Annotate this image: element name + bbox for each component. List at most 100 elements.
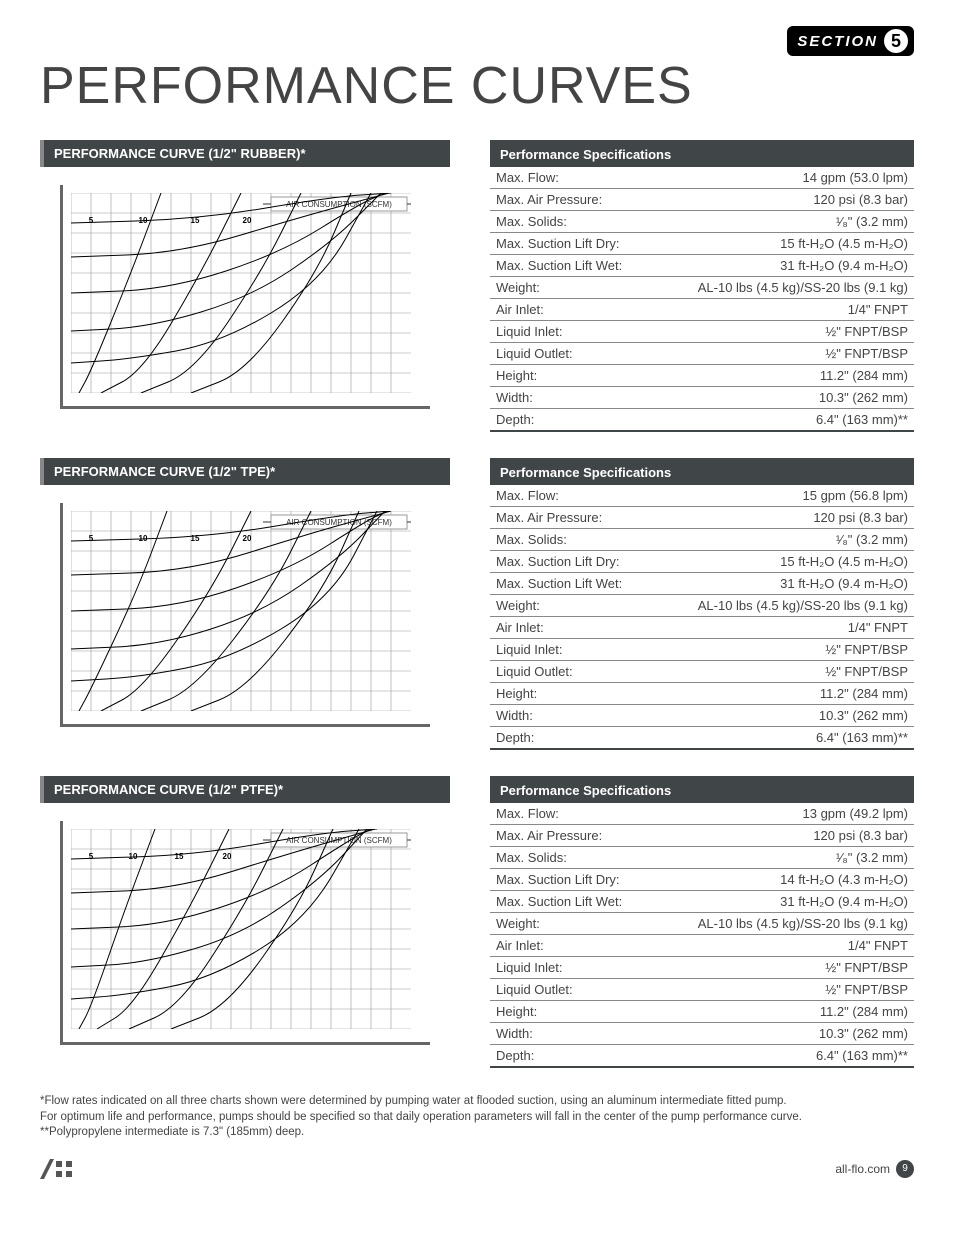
- spec-row: Liquid Outlet: ½" FNPT/BSP: [490, 979, 914, 1001]
- spec-label: Max. Solids:: [496, 850, 567, 865]
- svg-text:20: 20: [243, 534, 252, 543]
- performance-chart: AIR CONSUMPTION (SCFM)5101520: [60, 185, 430, 409]
- spec-row: Max. Flow: 14 gpm (53.0 lpm): [490, 167, 914, 189]
- spec-label: Width:: [496, 708, 533, 723]
- spec-row: Max. Flow: 13 gpm (49.2 lpm): [490, 803, 914, 825]
- spec-row: Max. Flow: 15 gpm (56.8 lpm): [490, 485, 914, 507]
- spec-label: Weight:: [496, 598, 540, 613]
- spec-label: Height:: [496, 1004, 537, 1019]
- spec-row: Height:11.2" (284 mm): [490, 365, 914, 387]
- spec-row: Air Inlet:1/4" FNPT: [490, 617, 914, 639]
- section-number: 5: [884, 29, 908, 53]
- spec-value: 13 gpm (49.2 lpm): [803, 806, 909, 821]
- curve-section: PERFORMANCE CURVE (1/2" TPE)* AIR CONSUMP…: [40, 458, 914, 750]
- spec-value: ½" FNPT/BSP: [825, 982, 908, 997]
- spec-value: 6.4" (163 mm)**: [816, 1048, 908, 1063]
- spec-label: Liquid Inlet:: [496, 324, 563, 339]
- spec-row: Depth:6.4" (163 mm)**: [490, 727, 914, 748]
- spec-label: Max. Suction Lift Dry:: [496, 236, 620, 251]
- spec-label: Weight:: [496, 280, 540, 295]
- spec-label: Air Inlet:: [496, 938, 544, 953]
- spec-table: Performance Specifications Max. Flow: 13 g…: [490, 776, 914, 1068]
- spec-label: Air Inlet:: [496, 620, 544, 635]
- spec-row: Max. Air Pressure: 120 psi (8.3 bar): [490, 825, 914, 847]
- page-footer: all-flo.com 9: [40, 1159, 914, 1179]
- spec-table: Performance Specifications Max. Flow: 15 g…: [490, 458, 914, 750]
- spec-label: Max. Flow:: [496, 806, 559, 821]
- spec-label: Max. Suction Lift Wet:: [496, 258, 622, 273]
- spec-row: Max. Suction Lift Wet:31 ft-H₂O (9.4 m-H…: [490, 255, 914, 277]
- spec-label: Liquid Outlet:: [496, 664, 573, 679]
- spec-row: Max. Air Pressure:120 psi (8.3 bar): [490, 189, 914, 211]
- page-number: 9: [896, 1160, 914, 1178]
- svg-text:20: 20: [223, 852, 232, 861]
- spec-row: Max. Suction Lift Wet:31 ft-H₂O (9.4 m-H…: [490, 891, 914, 913]
- spec-label: Width:: [496, 390, 533, 405]
- spec-value: 6.4" (163 mm)**: [816, 412, 908, 427]
- spec-row: Max. Suction Lift Wet:31 ft-H₂O (9.4 m-H…: [490, 573, 914, 595]
- spec-row: Depth: 6.4" (163 mm)**: [490, 1045, 914, 1066]
- spec-label: Width:: [496, 1026, 533, 1041]
- spec-table-title: Performance Specifications: [490, 778, 914, 803]
- spec-value: 15 ft-H₂O (4.5 m-H₂O): [780, 236, 908, 251]
- performance-chart: AIR CONSUMPTION (SCFM)5101520: [60, 821, 430, 1045]
- spec-label: Depth:: [496, 1048, 534, 1063]
- spec-value: 11.2" (284 mm): [820, 368, 908, 383]
- spec-value: ½" FNPT/BSP: [825, 642, 908, 657]
- page-title: PERFORMANCE CURVES: [40, 56, 914, 116]
- spec-label: Weight:: [496, 916, 540, 931]
- footnote-line: **Polypropylene intermediate is 7.3" (18…: [40, 1125, 914, 1141]
- spec-value: 11.2" (284 mm): [820, 1004, 908, 1019]
- spec-value: 120 psi (8.3 bar): [813, 510, 908, 525]
- spec-label: Depth:: [496, 730, 534, 745]
- spec-label: Max. Air Pressure:: [496, 828, 602, 843]
- spec-value: 14 ft-H₂O (4.3 m-H₂O): [780, 872, 908, 887]
- spec-value: 31 ft-H₂O (9.4 m-H₂O): [780, 576, 908, 591]
- svg-text:AIR CONSUMPTION (SCFM): AIR CONSUMPTION (SCFM): [286, 200, 392, 209]
- brand-logo-icon: [40, 1159, 78, 1179]
- svg-text:15: 15: [175, 852, 184, 861]
- spec-label: Max. Air Pressure:: [496, 510, 602, 525]
- spec-value: ½" FNPT/BSP: [825, 324, 908, 339]
- curve-title-bar: PERFORMANCE CURVE (1/2" PTFE)*: [40, 776, 450, 803]
- spec-row: Liquid Inlet:½" FNPT/BSP: [490, 957, 914, 979]
- spec-row: Height:11.2" (284 mm): [490, 683, 914, 705]
- spec-label: Liquid Outlet:: [496, 346, 573, 361]
- spec-value: 15 ft-H₂O (4.5 m-H₂O): [780, 554, 908, 569]
- spec-label: Max. Flow:: [496, 488, 559, 503]
- spec-row: Width:10.3" (262 mm): [490, 705, 914, 727]
- spec-value: 14 gpm (53.0 lpm): [803, 170, 909, 185]
- spec-row: Width:10.3" (262 mm): [490, 387, 914, 409]
- svg-text:AIR CONSUMPTION (SCFM): AIR CONSUMPTION (SCFM): [286, 836, 392, 845]
- spec-row: Max. Solids:¹∕₈" (3.2 mm): [490, 847, 914, 869]
- spec-value: ½" FNPT/BSP: [825, 960, 908, 975]
- spec-row: Weight:AL-10 lbs (4.5 kg)/SS-20 lbs (9.1…: [490, 913, 914, 935]
- footnotes: *Flow rates indicated on all three chart…: [40, 1094, 914, 1141]
- spec-table-title: Performance Specifications: [490, 460, 914, 485]
- spec-value: 120 psi (8.3 bar): [813, 192, 908, 207]
- spec-label: Max. Suction Lift Dry:: [496, 554, 620, 569]
- spec-row: Max. Solids:¹∕₈" (3.2 mm): [490, 529, 914, 551]
- spec-label: Max. Solids:: [496, 532, 567, 547]
- spec-table-title: Performance Specifications: [490, 142, 914, 167]
- spec-value: ½" FNPT/BSP: [825, 664, 908, 679]
- spec-value: 15 gpm (56.8 lpm): [803, 488, 909, 503]
- spec-value: 1/4" FNPT: [848, 938, 908, 953]
- performance-chart: AIR CONSUMPTION (SCFM)5101520: [60, 503, 430, 727]
- section-label: SECTION: [797, 33, 878, 50]
- spec-value: 120 psi (8.3 bar): [813, 828, 908, 843]
- curve-section: PERFORMANCE CURVE (1/2" RUBBER)* AIR CONS…: [40, 140, 914, 432]
- spec-label: Max. Flow:: [496, 170, 559, 185]
- svg-text:5: 5: [89, 852, 94, 861]
- svg-text:5: 5: [89, 216, 94, 225]
- spec-row: Liquid Outlet:½" FNPT/BSP: [490, 343, 914, 365]
- curve-section: PERFORMANCE CURVE (1/2" PTFE)* AIR CONSUM…: [40, 776, 914, 1068]
- section-badge: SECTION 5: [787, 26, 914, 56]
- spec-label: Liquid Outlet:: [496, 982, 573, 997]
- spec-label: Air Inlet:: [496, 302, 544, 317]
- spec-value: 10.3" (262 mm): [819, 1026, 908, 1041]
- curve-title-bar: PERFORMANCE CURVE (1/2" RUBBER)*: [40, 140, 450, 167]
- spec-label: Max. Solids:: [496, 214, 567, 229]
- curve-title-bar: PERFORMANCE CURVE (1/2" TPE)*: [40, 458, 450, 485]
- footer-site: all-flo.com: [835, 1162, 890, 1176]
